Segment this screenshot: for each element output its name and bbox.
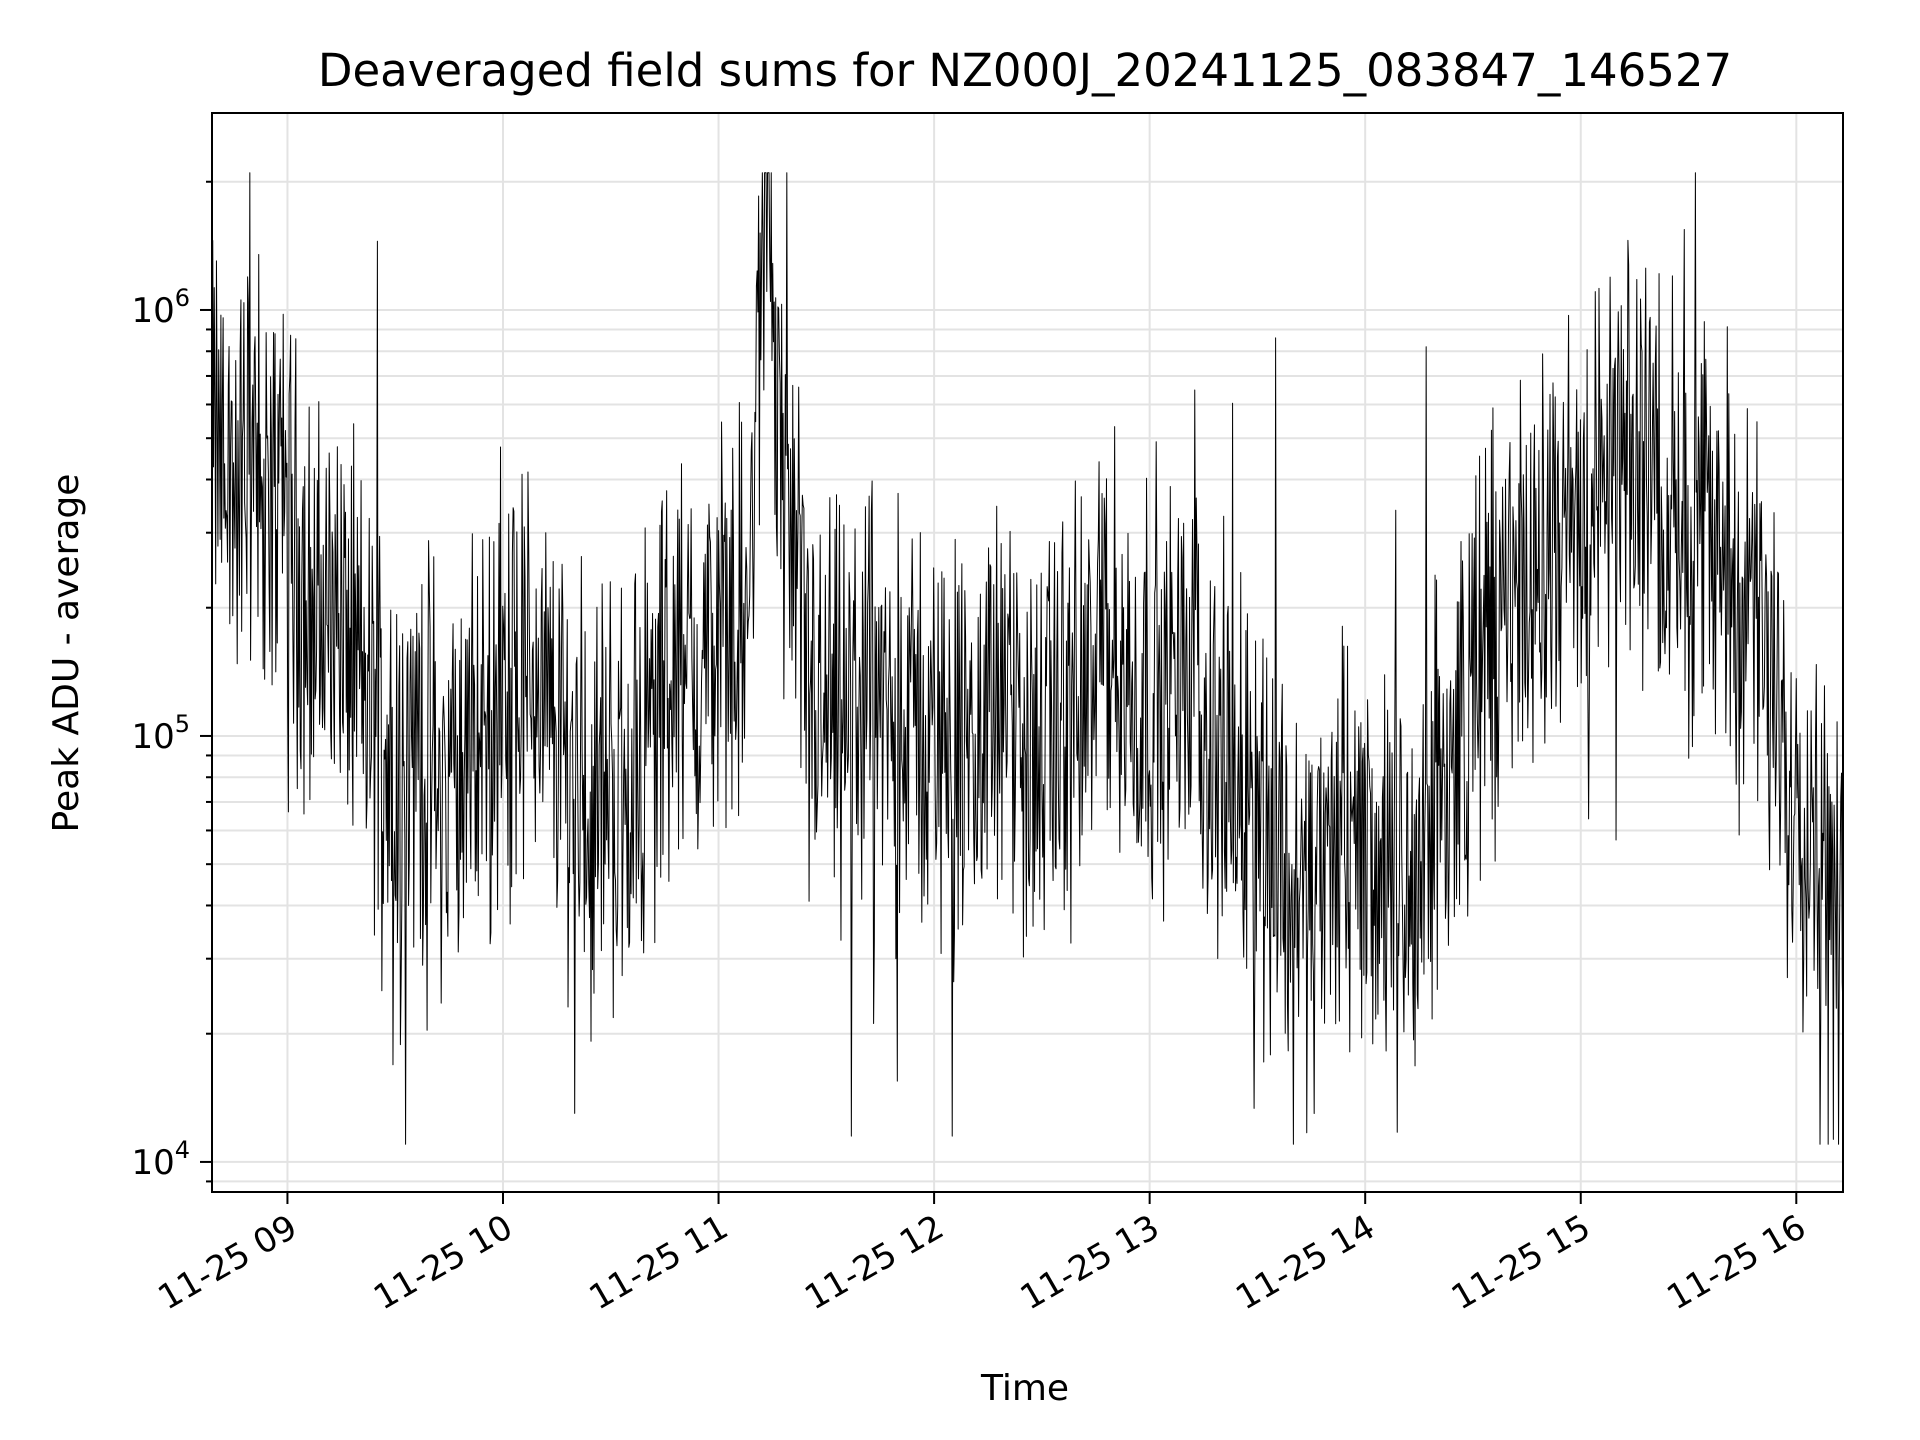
y-axis-label: Peak ADU - average [46,474,87,833]
chart-title: Deaveraged field sums for NZ000J_2024112… [318,44,1732,97]
axes-frame [211,112,1844,1193]
y-axis: 104 105 106 [131,180,212,1183]
series-line [211,172,1844,1145]
plot-area [211,172,1844,1145]
y-tick-label: 105 [131,710,190,757]
y-tick-label: 106 [131,284,190,331]
y-tick-label: 104 [131,1136,190,1183]
x-axis-label: Time [980,1368,1069,1409]
grid [212,113,1843,1192]
